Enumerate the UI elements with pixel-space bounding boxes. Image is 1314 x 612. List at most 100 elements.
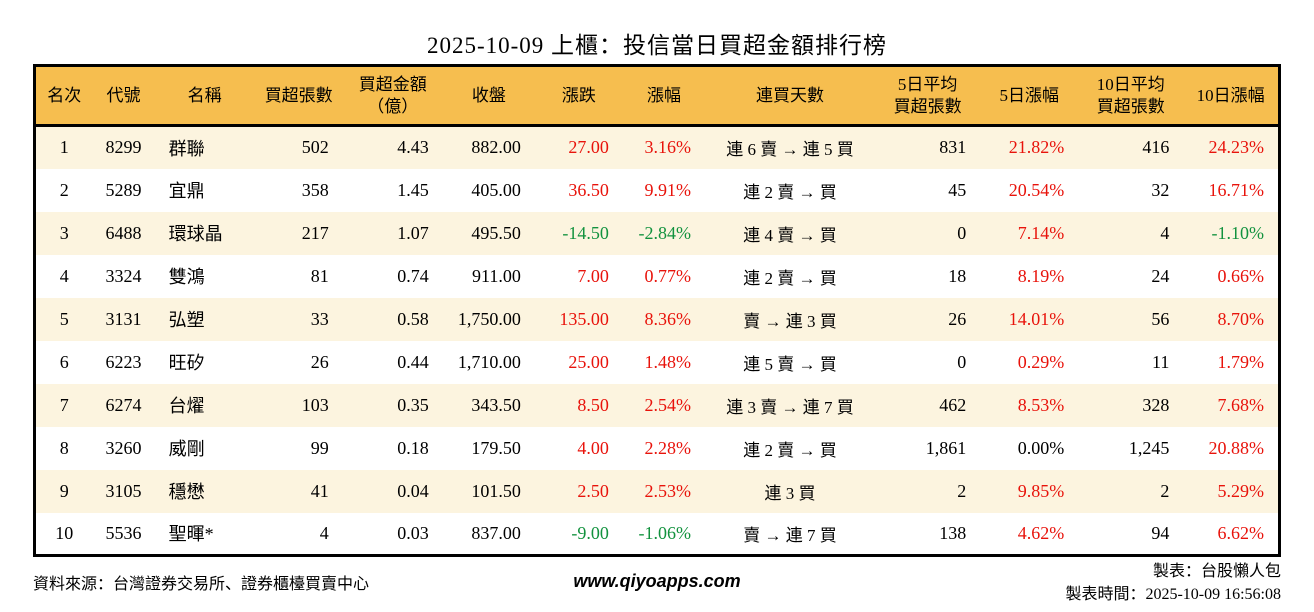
avg5-volume-cell: 26 (948, 308, 967, 329)
net-buy-volume-cell: 103 (301, 394, 329, 415)
pct5-cell: 7.14% (1017, 222, 1065, 243)
net-buy-amount-cell: 1.45 (397, 179, 429, 200)
pct5-cell: 8.19% (1017, 265, 1065, 286)
pct5-cell: 20.54% (1008, 179, 1065, 200)
pct10-cell: 8.70% (1217, 308, 1265, 329)
net-buy-volume-cell: 81 (310, 265, 329, 286)
avg10-volume-cell: 416 (1142, 137, 1170, 158)
change-pct-cell: 1.48% (644, 351, 691, 372)
change-pct-cell: -1.06% (638, 522, 691, 543)
name-cell: 群聯 (168, 138, 205, 159)
pct10-cell: 20.88% (1208, 437, 1265, 458)
avg10-volume-cell: 1,245 (1128, 437, 1170, 458)
close-cell: 837.00 (471, 522, 521, 543)
rank-cell: 10 (55, 522, 74, 543)
avg5-volume-cell: 0 (957, 351, 967, 372)
buy-streak-cell: 連 2 賣 → 買 (743, 268, 837, 288)
change-cell: 7.00 (577, 265, 609, 286)
close-cell: 1,750.00 (457, 308, 521, 329)
rank-cell: 5 (59, 308, 69, 329)
name-cell: 宜鼎 (168, 181, 205, 201)
pct10-cell: -1.10% (1211, 222, 1265, 243)
change-pct-cell: 8.36% (644, 308, 691, 329)
code-cell: 5536 (105, 522, 142, 543)
buy-streak-cell: 連 4 賣 → 買 (743, 225, 837, 245)
net-buy-amount-cell: 0.18 (397, 437, 429, 458)
rank-cell: 6 (59, 351, 69, 372)
code-cell: 3260 (105, 437, 142, 458)
change-cell: 2.50 (577, 480, 609, 501)
code-cell: 6274 (105, 394, 142, 415)
name-cell: 環球晶 (168, 224, 223, 244)
pct5-cell: 4.62% (1017, 522, 1065, 543)
net-buy-amount-cell: 0.04 (397, 480, 429, 501)
col-header-name: 名稱 (187, 85, 222, 105)
pct5-cell: 0.29% (1017, 351, 1065, 372)
change-cell: 4.00 (577, 437, 609, 458)
col-header-change-pct: 漲幅 (646, 85, 681, 105)
buy-streak-cell: 連 3 賣 → 連 7 買 (726, 397, 854, 417)
rank-cell: 1 (59, 137, 69, 158)
avg10-volume-cell: 4 (1160, 222, 1170, 243)
col-header-net-buy-amount: 買超金額 （億） (358, 75, 427, 116)
code-cell: 3105 (105, 480, 142, 501)
close-cell: 179.50 (471, 437, 521, 458)
close-cell: 882.00 (471, 137, 521, 158)
avg5-volume-cell: 831 (939, 137, 967, 158)
change-pct-cell: -2.84% (638, 222, 691, 243)
name-cell: 威剛 (168, 439, 205, 459)
code-cell: 6488 (105, 222, 142, 243)
made-time-text: 製表時間：2025-10-09 16:56:08 (1065, 586, 1281, 603)
avg5-volume-cell: 2 (957, 480, 967, 501)
net-buy-volume-cell: 33 (310, 308, 329, 329)
buy-streak-cell: 連 2 賣 → 買 (743, 440, 837, 460)
col-header-buy-streak: 連買天數 (756, 85, 825, 105)
pct10-cell: 16.71% (1208, 179, 1265, 200)
table-row: 9 3105 穩懋 41 0.04 101.50 2.50 2.53% 連 3 買 2 9.85% 2… (34, 469, 1280, 513)
pct10-cell: 7.68% (1217, 394, 1265, 415)
pct5-cell: 0.00% (1017, 437, 1065, 458)
net-buy-amount-cell: 0.74 (397, 265, 429, 286)
change-pct-cell: 2.53% (644, 480, 691, 501)
avg10-volume-cell: 24 (1151, 265, 1170, 286)
change-cell: 135.00 (559, 308, 609, 329)
website-text: www.qiyoapps.com (573, 571, 741, 591)
rank-cell: 4 (59, 265, 69, 286)
rank-cell: 2 (59, 179, 69, 200)
avg10-volume-cell: 328 (1142, 394, 1170, 415)
avg10-volume-cell: 56 (1151, 308, 1170, 329)
net-buy-volume-cell: 358 (301, 179, 329, 200)
ranking-table: 名次 代號 名稱 買超張數 買超金額 （億） 收盤 漲跌 漲幅 連買天數 5日平… (33, 64, 1281, 557)
name-cell: 旺矽 (168, 353, 205, 373)
net-buy-volume-cell: 217 (301, 222, 329, 243)
table-row: 7 6274 台燿 103 0.35 343.50 8.50 2.54% 連 3 賣 → 連 7… (34, 383, 1280, 427)
pct10-cell: 5.29% (1217, 480, 1265, 501)
name-cell: 穩懋 (168, 482, 205, 502)
net-buy-volume-cell: 4 (319, 522, 329, 543)
buy-streak-cell: 連 3 買 (764, 483, 816, 503)
table-row: 10 5536 聖暉* 4 0.03 837.00 -9.00 -1.06% 賣 → 連 7 買… (34, 512, 1280, 556)
rank-cell: 7 (59, 394, 69, 415)
code-cell: 3324 (105, 265, 142, 286)
net-buy-volume-cell: 41 (310, 480, 329, 501)
net-buy-volume-cell: 99 (310, 437, 329, 458)
net-buy-amount-cell: 0.58 (397, 308, 429, 329)
pct5-cell: 21.82% (1008, 137, 1065, 158)
col-header-rank: 名次 (47, 85, 82, 105)
rank-cell: 8 (59, 437, 69, 458)
close-cell: 495.50 (471, 222, 521, 243)
net-buy-amount-cell: 0.44 (397, 351, 429, 372)
net-buy-amount-cell: 0.35 (397, 394, 429, 415)
page-title: 2025-10-09 上櫃：投信當日買超金額排行榜 (426, 33, 888, 58)
table-row: 6 6223 旺矽 26 0.44 1,710.00 25.00 1.48% 連 5 賣 → 買… (34, 340, 1280, 384)
table-body: 1 8299 群聯 502 4.43 882.00 27.00 3.16% 連 6 賣 → 連 … (34, 125, 1280, 556)
pct10-cell: 24.23% (1208, 137, 1265, 158)
net-buy-volume-cell: 502 (301, 137, 329, 158)
col-header-pct10: 10日漲幅 (1196, 85, 1265, 105)
rank-cell: 3 (59, 222, 69, 243)
table-row: 8 3260 威剛 99 0.18 179.50 4.00 2.28% 連 2 賣 → 買 1,8… (34, 426, 1280, 470)
avg5-volume-cell: 138 (939, 522, 967, 543)
credit-block: 製表：台股懶人包 製表時間：2025-10-09 16:56:08 (1065, 560, 1281, 606)
pct5-cell: 14.01% (1008, 308, 1065, 329)
name-cell: 雙鴻 (168, 267, 205, 287)
